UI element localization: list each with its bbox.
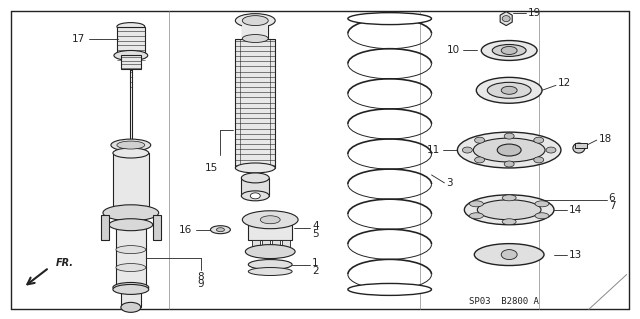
Text: FR.: FR.: [56, 257, 74, 268]
Ellipse shape: [465, 195, 554, 225]
Ellipse shape: [481, 41, 537, 60]
Ellipse shape: [476, 78, 542, 103]
Ellipse shape: [534, 157, 544, 163]
Ellipse shape: [469, 201, 483, 207]
Bar: [241, 178, 269, 196]
Text: 17: 17: [72, 33, 85, 43]
Text: 15: 15: [205, 163, 218, 173]
Ellipse shape: [502, 219, 516, 225]
Text: 7: 7: [609, 201, 616, 211]
Text: 8: 8: [197, 271, 204, 281]
Ellipse shape: [348, 284, 431, 295]
Ellipse shape: [236, 163, 275, 173]
Bar: [117, 26, 145, 56]
Text: 2: 2: [312, 265, 319, 276]
Text: 12: 12: [558, 78, 572, 88]
Bar: [575, 143, 587, 148]
Ellipse shape: [248, 268, 292, 276]
Text: 10: 10: [447, 46, 460, 56]
Ellipse shape: [469, 213, 483, 219]
Ellipse shape: [248, 260, 292, 270]
Ellipse shape: [113, 148, 148, 158]
Ellipse shape: [534, 137, 544, 143]
Ellipse shape: [236, 14, 275, 27]
Bar: [101, 215, 109, 240]
Text: 16: 16: [179, 225, 193, 235]
Ellipse shape: [245, 245, 295, 259]
Ellipse shape: [116, 246, 146, 254]
Bar: [121, 289, 141, 307]
Ellipse shape: [475, 157, 484, 163]
Ellipse shape: [535, 201, 549, 207]
Bar: [243, 21, 268, 39]
Text: 4: 4: [312, 221, 319, 231]
Text: SP03  B2800 A: SP03 B2800 A: [469, 297, 540, 306]
Ellipse shape: [116, 263, 146, 271]
Bar: [252, 240, 260, 252]
Bar: [113, 153, 148, 213]
Ellipse shape: [103, 205, 159, 221]
Text: 14: 14: [569, 205, 582, 215]
Ellipse shape: [250, 193, 260, 199]
Ellipse shape: [243, 34, 268, 42]
Text: 19: 19: [528, 8, 541, 18]
Ellipse shape: [477, 200, 541, 220]
Ellipse shape: [458, 132, 561, 168]
Bar: [272, 240, 280, 252]
Text: 6: 6: [609, 193, 616, 203]
Ellipse shape: [501, 249, 517, 260]
Bar: [116, 225, 146, 289]
Ellipse shape: [502, 195, 516, 201]
Ellipse shape: [260, 216, 280, 224]
Text: 5: 5: [312, 229, 319, 239]
Ellipse shape: [241, 191, 269, 201]
Ellipse shape: [113, 208, 148, 218]
Ellipse shape: [474, 244, 544, 265]
Bar: [262, 240, 270, 252]
Text: 1: 1: [312, 257, 319, 268]
Bar: [248, 220, 292, 240]
Ellipse shape: [501, 86, 517, 94]
Ellipse shape: [243, 211, 298, 229]
Ellipse shape: [111, 139, 151, 151]
Ellipse shape: [114, 50, 148, 60]
Ellipse shape: [504, 161, 514, 167]
Ellipse shape: [241, 173, 269, 183]
Ellipse shape: [216, 228, 225, 232]
Ellipse shape: [348, 13, 431, 25]
Ellipse shape: [462, 147, 472, 153]
Text: 3: 3: [447, 178, 453, 188]
Ellipse shape: [502, 16, 510, 22]
Ellipse shape: [243, 16, 268, 26]
Text: 18: 18: [599, 134, 612, 144]
Text: 13: 13: [569, 249, 582, 260]
Ellipse shape: [117, 23, 145, 31]
Ellipse shape: [475, 137, 484, 143]
Ellipse shape: [573, 143, 585, 153]
Ellipse shape: [474, 138, 545, 162]
Ellipse shape: [113, 282, 148, 293]
Bar: [282, 240, 290, 252]
Ellipse shape: [117, 141, 145, 149]
Ellipse shape: [109, 219, 153, 231]
Bar: [236, 39, 275, 168]
Ellipse shape: [487, 82, 531, 98]
Ellipse shape: [211, 226, 230, 234]
Text: 11: 11: [428, 145, 440, 155]
Ellipse shape: [501, 47, 517, 55]
Ellipse shape: [535, 213, 549, 219]
Ellipse shape: [546, 147, 556, 153]
Ellipse shape: [113, 285, 148, 294]
Bar: [153, 215, 161, 240]
Bar: [121, 56, 141, 70]
Ellipse shape: [497, 144, 521, 156]
Ellipse shape: [492, 45, 526, 56]
Text: 9: 9: [197, 279, 204, 289]
Ellipse shape: [504, 133, 514, 139]
Ellipse shape: [121, 302, 141, 312]
